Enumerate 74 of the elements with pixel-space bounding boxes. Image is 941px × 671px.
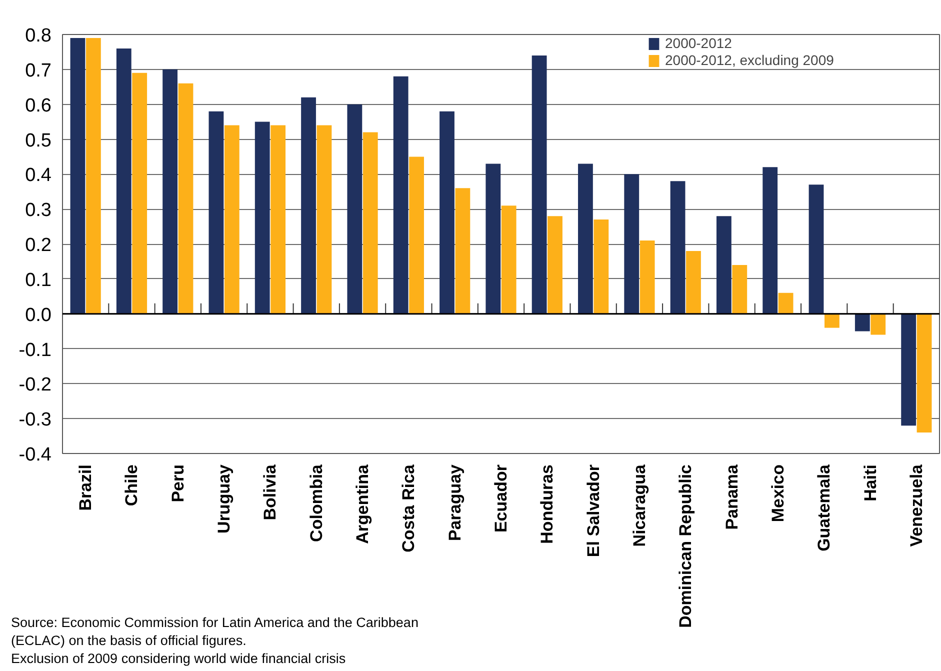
bar [501,206,516,314]
bar [86,38,101,314]
bar [270,125,286,314]
y-tick-label: 0.1 [25,270,52,291]
bar [486,164,501,314]
bar [901,314,916,426]
legend-label: 2000-2012, excluding 2009 [665,52,834,68]
bar [178,83,194,314]
y-tick-label: 0.5 [25,130,52,152]
x-tick-label: Panama [722,464,742,530]
y-tick-label: 0.8 [25,26,52,46]
x-tick-label: Guatemala [814,464,834,552]
bar [208,111,224,314]
y-tick-label: -0.4 [18,444,52,466]
y-tick-label: -0.2 [18,374,52,396]
x-tick-label: Dominican Republic [676,464,696,628]
bar [347,104,362,314]
bar [362,132,378,314]
bar [440,111,454,314]
bar [70,38,86,314]
bar [455,188,470,314]
x-tick-label: Uruguay [214,464,234,534]
y-tick-label: 0.0 [25,304,52,326]
bar [624,174,640,314]
bar [393,76,408,314]
y-tick-label: -0.1 [18,340,52,361]
bar [762,167,778,314]
legend-label: 2000-2012 [665,35,732,51]
x-tick-label: Costa Rica [399,464,418,552]
y-tick-label: -0.3 [18,410,52,431]
x-tick-label: Haiti [860,464,880,502]
y-tick-label: 0.4 [25,165,52,186]
bar [716,216,732,314]
bar [316,125,332,314]
text: Exclusion of 2009 considering world wide financial crisis [11,650,347,668]
x-tick-label: Mexico [768,464,788,522]
bar [409,156,424,314]
bar [594,220,609,314]
x-tick-label: Venezuela [906,464,926,547]
x-tick-label: Nicaragua [630,464,649,547]
source-note: Source: Economic Commission for Latin America and the Caribbean (ECLAC) on the basis of official figures. [11,614,420,650]
x-tick-label: Brazil [76,464,96,511]
x-tick-label: Ecuador [492,464,510,533]
x-tick-label: Chile [122,464,142,506]
bar [162,69,178,314]
bar [854,314,870,332]
x-tick-label: Peru [168,464,188,502]
bar [224,125,240,314]
bar [808,184,824,314]
x-tick-label: Colombia [306,464,326,542]
bar [132,72,148,314]
x-tick-label: El Salvador [584,464,603,558]
bar [548,216,562,314]
bar [640,240,655,314]
bar [870,314,886,335]
bar [824,314,840,328]
x-tick-label: Argentina [353,464,372,544]
bar [532,55,547,314]
bar [732,264,748,314]
bar [686,250,701,314]
bar [116,48,132,314]
x-tick-label: Honduras [538,464,557,544]
y-tick-label: 0.2 [25,235,52,256]
bar [778,292,794,314]
bar [916,314,932,433]
y-tick-label: 0.7 [25,60,52,82]
y-tick-label: 0.3 [25,200,52,222]
bar [254,122,270,314]
bar [670,181,686,314]
x-tick-label: Bolivia [260,464,280,520]
y-tick-label: 0.6 [25,95,52,116]
bar [301,97,316,314]
bar [578,164,593,314]
x-tick-label: Paraguay [445,464,464,542]
